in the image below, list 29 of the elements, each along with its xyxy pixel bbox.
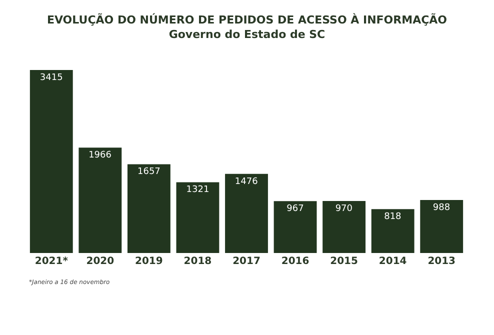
bar [274, 201, 317, 253]
bar [225, 174, 268, 253]
x-tick-label: 2016 [281, 256, 310, 267]
x-tick-label: 2017 [232, 256, 260, 267]
bar [371, 209, 414, 253]
x-tick-label: 2015 [330, 256, 358, 267]
data-label: 818 [384, 212, 402, 222]
data-label: 967 [286, 204, 304, 214]
x-tick-label: 2013 [428, 256, 456, 267]
bar [127, 164, 170, 253]
data-label: 1657 [137, 167, 160, 178]
data-label: 3415 [40, 73, 63, 83]
x-tick-label: 2018 [184, 256, 212, 267]
chart-title: EVOLUÇÃO DO NÚMERO DE PEDIDOS DE ACESSO À INFORMAÇÃO [46, 12, 448, 26]
x-tick-label: 2021* [34, 256, 69, 267]
data-label: 970 [335, 204, 353, 214]
x-tick-label: 2019 [135, 256, 163, 267]
bar [420, 200, 464, 253]
data-label: 1476 [234, 176, 258, 187]
data-label: 1321 [186, 185, 210, 196]
bar [78, 148, 122, 253]
bar [322, 201, 366, 253]
data-label: 988 [432, 203, 450, 214]
data-label: 1966 [88, 150, 112, 161]
x-tick-label: 2014 [378, 256, 407, 267]
bar [176, 182, 220, 253]
chart-subtitle: Governo do Estado de SC [168, 28, 326, 41]
x-tick-label: 2020 [86, 256, 114, 267]
bar [30, 70, 73, 253]
